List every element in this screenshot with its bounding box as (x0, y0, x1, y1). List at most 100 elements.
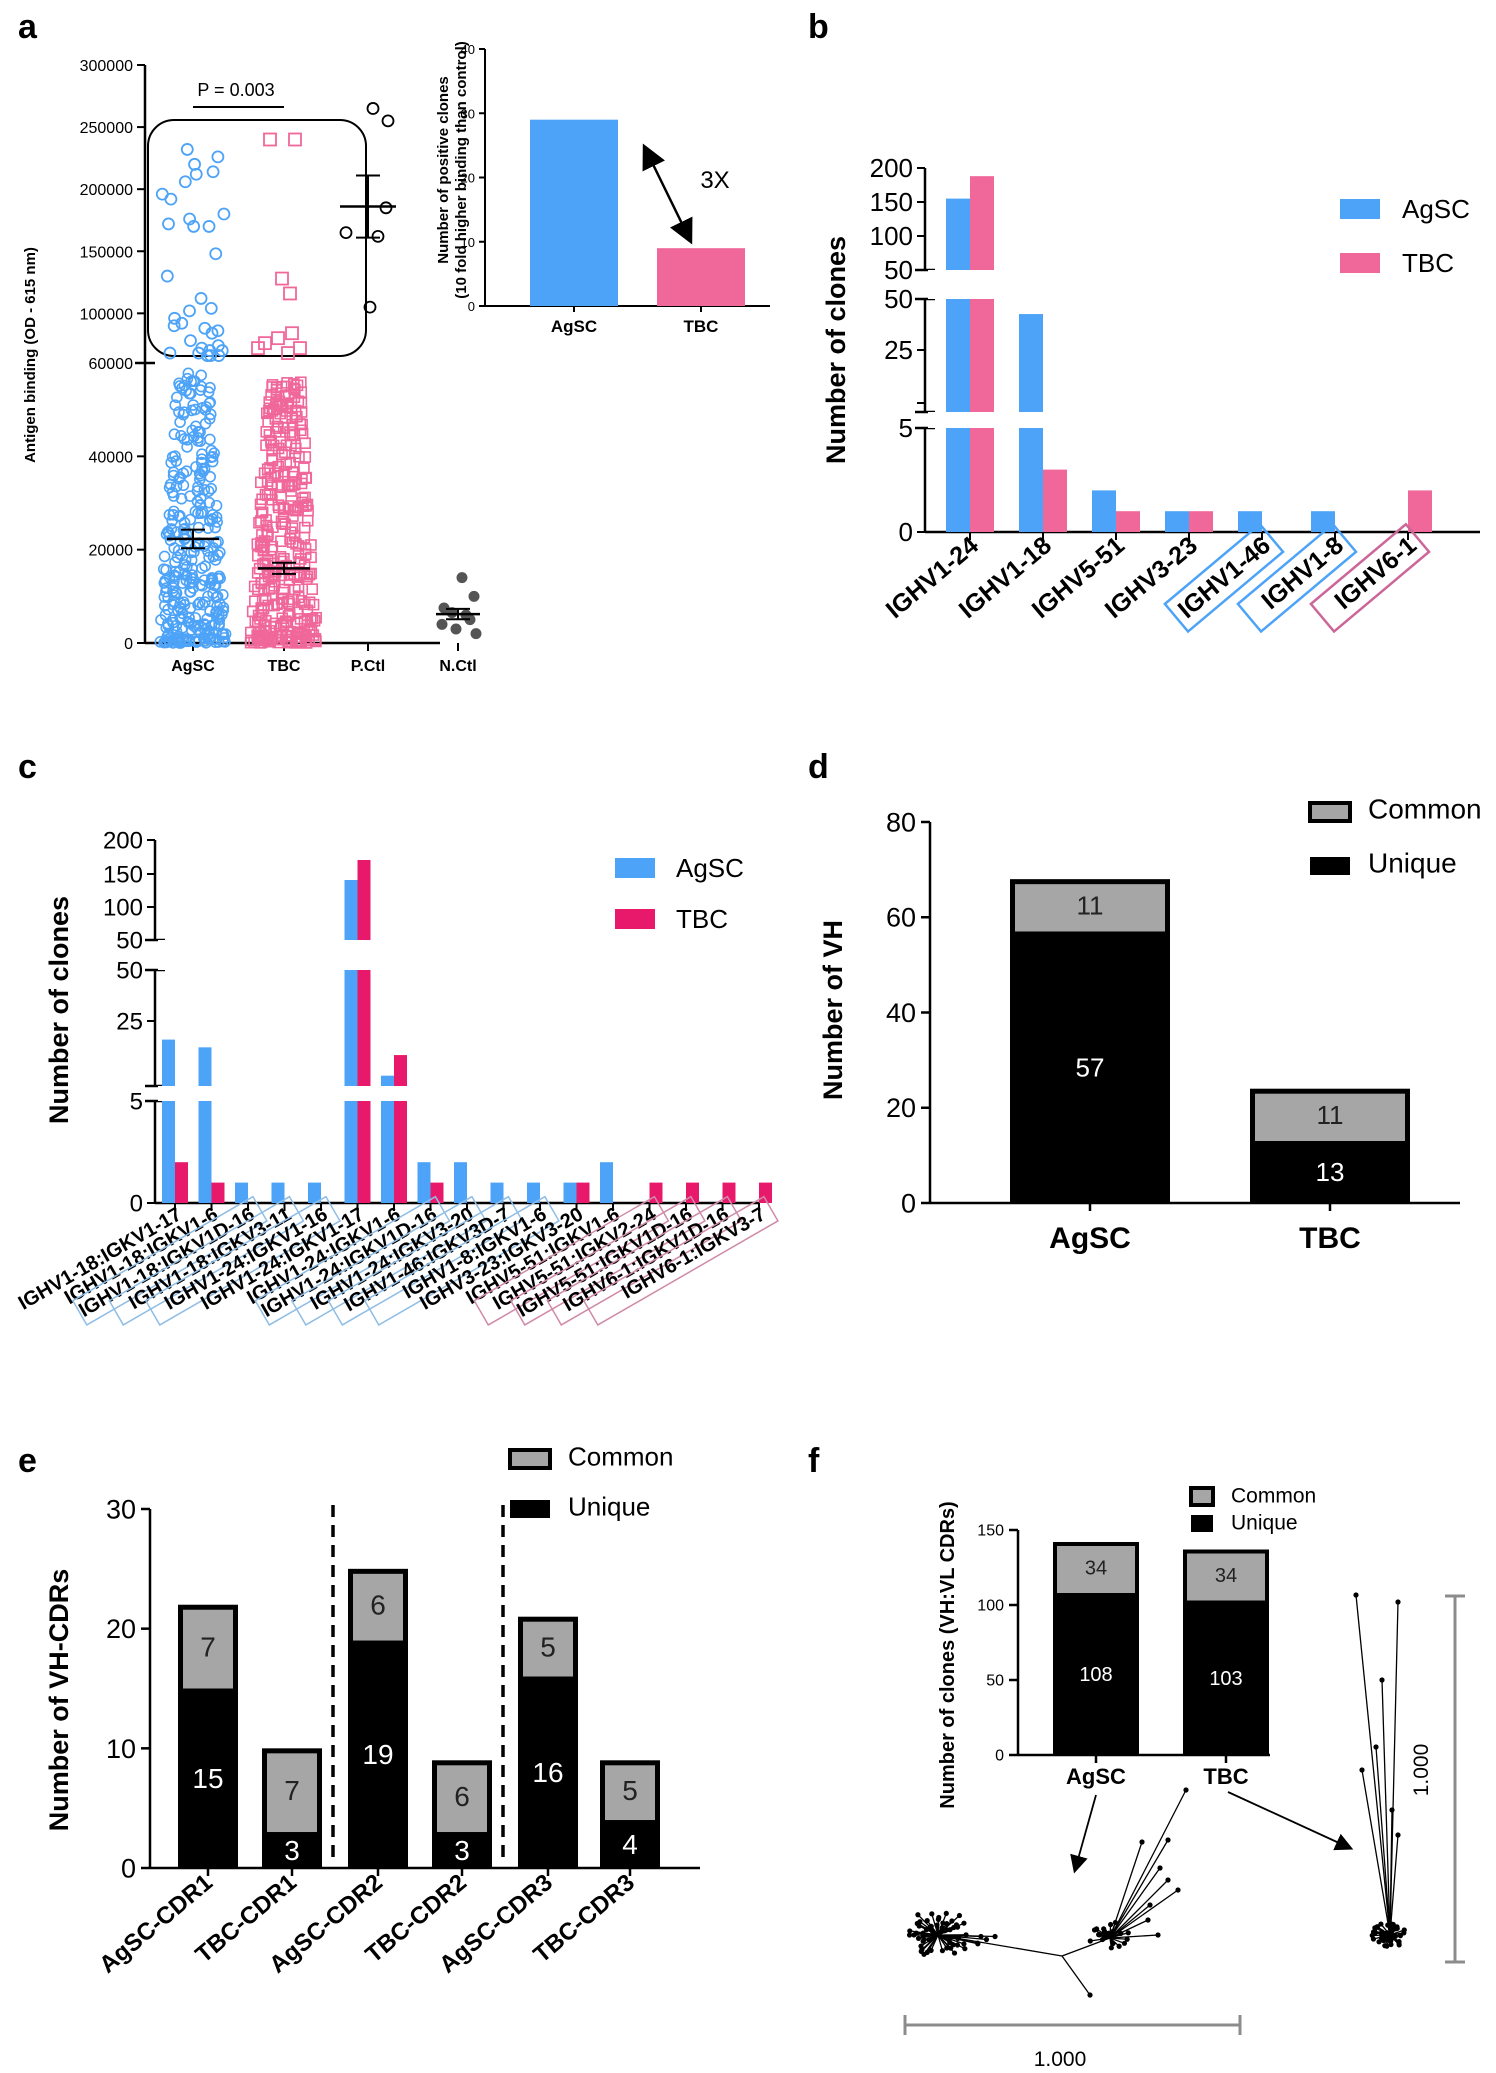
panel-f-tree-node (1378, 1921, 1384, 1927)
panel-a-tbc-point (260, 615, 272, 627)
panel-c-bar-agsc (162, 1039, 175, 1086)
panel-a-agsc-point (195, 369, 207, 382)
panel-a-agsc-point (160, 621, 173, 634)
panel-f-tree-node (1139, 1839, 1145, 1845)
panel-b-bar-agsc (1311, 511, 1335, 532)
panel-a-agsc-point (176, 382, 188, 394)
panel-c-xtick-box (327, 1195, 524, 1326)
panel-c-legend-swatch-agsc (615, 858, 655, 878)
panel-f-tree-node (1389, 1807, 1395, 1813)
panel-a-agsc-point (162, 217, 175, 231)
panel-e-bar-common (605, 1765, 655, 1821)
panel-a-tbc-point (283, 633, 296, 646)
panel-c-bar-tbc (394, 1055, 407, 1086)
panel-a-tbc-point (271, 420, 284, 433)
panel-f-tree-edge (909, 1930, 939, 1936)
panel-b-xtick-box (1163, 522, 1285, 634)
panel-a-agsc-point (195, 507, 207, 520)
panel-d-legend-label-common: Common (1368, 793, 1482, 824)
panel-a-agsc-point (207, 587, 219, 600)
panel-a-inset-ytick: 20 (461, 171, 475, 186)
panel-b-xtick-box (1236, 522, 1358, 634)
panel-a-inset-bar (530, 119, 618, 306)
panel-f-tree-node (975, 1940, 981, 1946)
panel-b-bar-tbc (1043, 469, 1067, 532)
panel-a-inset-ytick: 10 (461, 235, 475, 250)
panel-d-value-unique: 13 (1316, 1157, 1345, 1187)
panel-d-bar-unique (1010, 931, 1170, 1203)
panel-a-tbc-point (267, 439, 280, 452)
panel-a-agsc-point (206, 508, 219, 521)
panel-a-agsc-point (194, 292, 208, 305)
panel-c-legend-swatch-tbc (615, 909, 655, 929)
panel-e-bar-common (353, 1573, 403, 1641)
panel-a-tbc-point (254, 498, 267, 511)
panel-a-agsc-point (179, 554, 192, 566)
panel-c-bar-agsc (490, 1182, 504, 1203)
panel-a-agsc-point (178, 433, 191, 445)
panel-a-agsc-point (182, 367, 195, 380)
panel-a-tbc-point (292, 547, 305, 560)
panel-c-xtick-box (363, 1195, 560, 1326)
panel-a-tbc-point (280, 559, 293, 572)
panel-a-agsc-point (181, 441, 193, 453)
panel-e-chart: Number of VH-CDRs 0 10 20 30 7 15 7 3 6 19 6 3 5 16 5 4… (44, 1441, 700, 1979)
panel-a-agsc-point (196, 506, 209, 518)
panel-c-bar-tbc (175, 1162, 188, 1203)
panel-b-legend-swatch-tbc (1340, 253, 1380, 273)
panel-f-tree-node (1175, 1887, 1181, 1893)
panel-a-tbc-point (288, 382, 300, 395)
panel-c-bar-tbc (211, 1182, 225, 1203)
panel-a-agsc-point (204, 605, 216, 617)
panel-f-tree-node (1382, 1943, 1388, 1949)
panel-e-bar-common (183, 1609, 233, 1689)
panel-a-tbc-point (258, 584, 270, 597)
panel-a-agsc-point (162, 628, 175, 640)
panel-e-value-common: 7 (284, 1775, 300, 1806)
panel-a-tbc-point (253, 516, 265, 529)
panel-a-agsc-point (194, 596, 206, 609)
panel-a-tbc-point (252, 631, 264, 644)
panel-f-tree-edge (937, 1934, 944, 1951)
panel-d-bar-common (1015, 884, 1165, 932)
panel-e-ytick: 20 (106, 1614, 136, 1644)
panel-a-ytick: 100000 (80, 306, 133, 323)
panel-a-agsc-point (202, 220, 216, 233)
panel-a-tbc-point (296, 418, 308, 431)
panel-a-agsc-point (204, 433, 216, 446)
panel-a-agsc-point (164, 534, 177, 547)
ytick: 0 (899, 517, 913, 547)
panel-a-tbc-point (251, 341, 265, 356)
panel-f-tree-node (1390, 1935, 1396, 1941)
panel-f-tree-node (1157, 1865, 1163, 1871)
panel-a-tbc-point (256, 609, 268, 621)
panel-label-b: b (808, 8, 829, 46)
panel-a-agsc-point (164, 478, 177, 491)
panel-f-tree-edge (1389, 1809, 1393, 1936)
panel-a-agsc-point (211, 612, 224, 624)
panel-a-pctl-point (371, 229, 385, 243)
panel-a-agsc-point (211, 605, 223, 618)
panel-f-tree-edge (923, 1934, 939, 1955)
panel-c-bar-agsc (527, 1182, 540, 1203)
panel-a-agsc-point (184, 334, 197, 348)
panel-f-tree-node (917, 1919, 923, 1925)
panel-d-xtick: TBC (1299, 1222, 1361, 1255)
panel-a-agsc-point (160, 269, 174, 283)
panel-c-bar-agsc (198, 1101, 212, 1203)
panel-a-tbc-point (284, 526, 297, 539)
panel-e-ytick: 30 (106, 1494, 136, 1524)
panel-e-ylabel: Number of VH-CDRs (44, 1569, 74, 1832)
panel-c-bar-agsc (308, 1182, 321, 1203)
panel-a-tbc-point (280, 458, 293, 470)
panel-a-agsc-point (175, 492, 188, 505)
panel-e-ytick: 0 (121, 1853, 136, 1883)
panel-a-xtick: TBC (268, 658, 301, 675)
panel-c-bar-agsc (563, 1182, 577, 1203)
panel-a-agsc-point (165, 456, 177, 469)
panel-c-bar-agsc (235, 1182, 248, 1203)
panel-f-tree-node (1116, 1943, 1122, 1949)
panel-c-xtick-box (582, 1195, 779, 1326)
panel-c-xtick-box (509, 1195, 706, 1326)
